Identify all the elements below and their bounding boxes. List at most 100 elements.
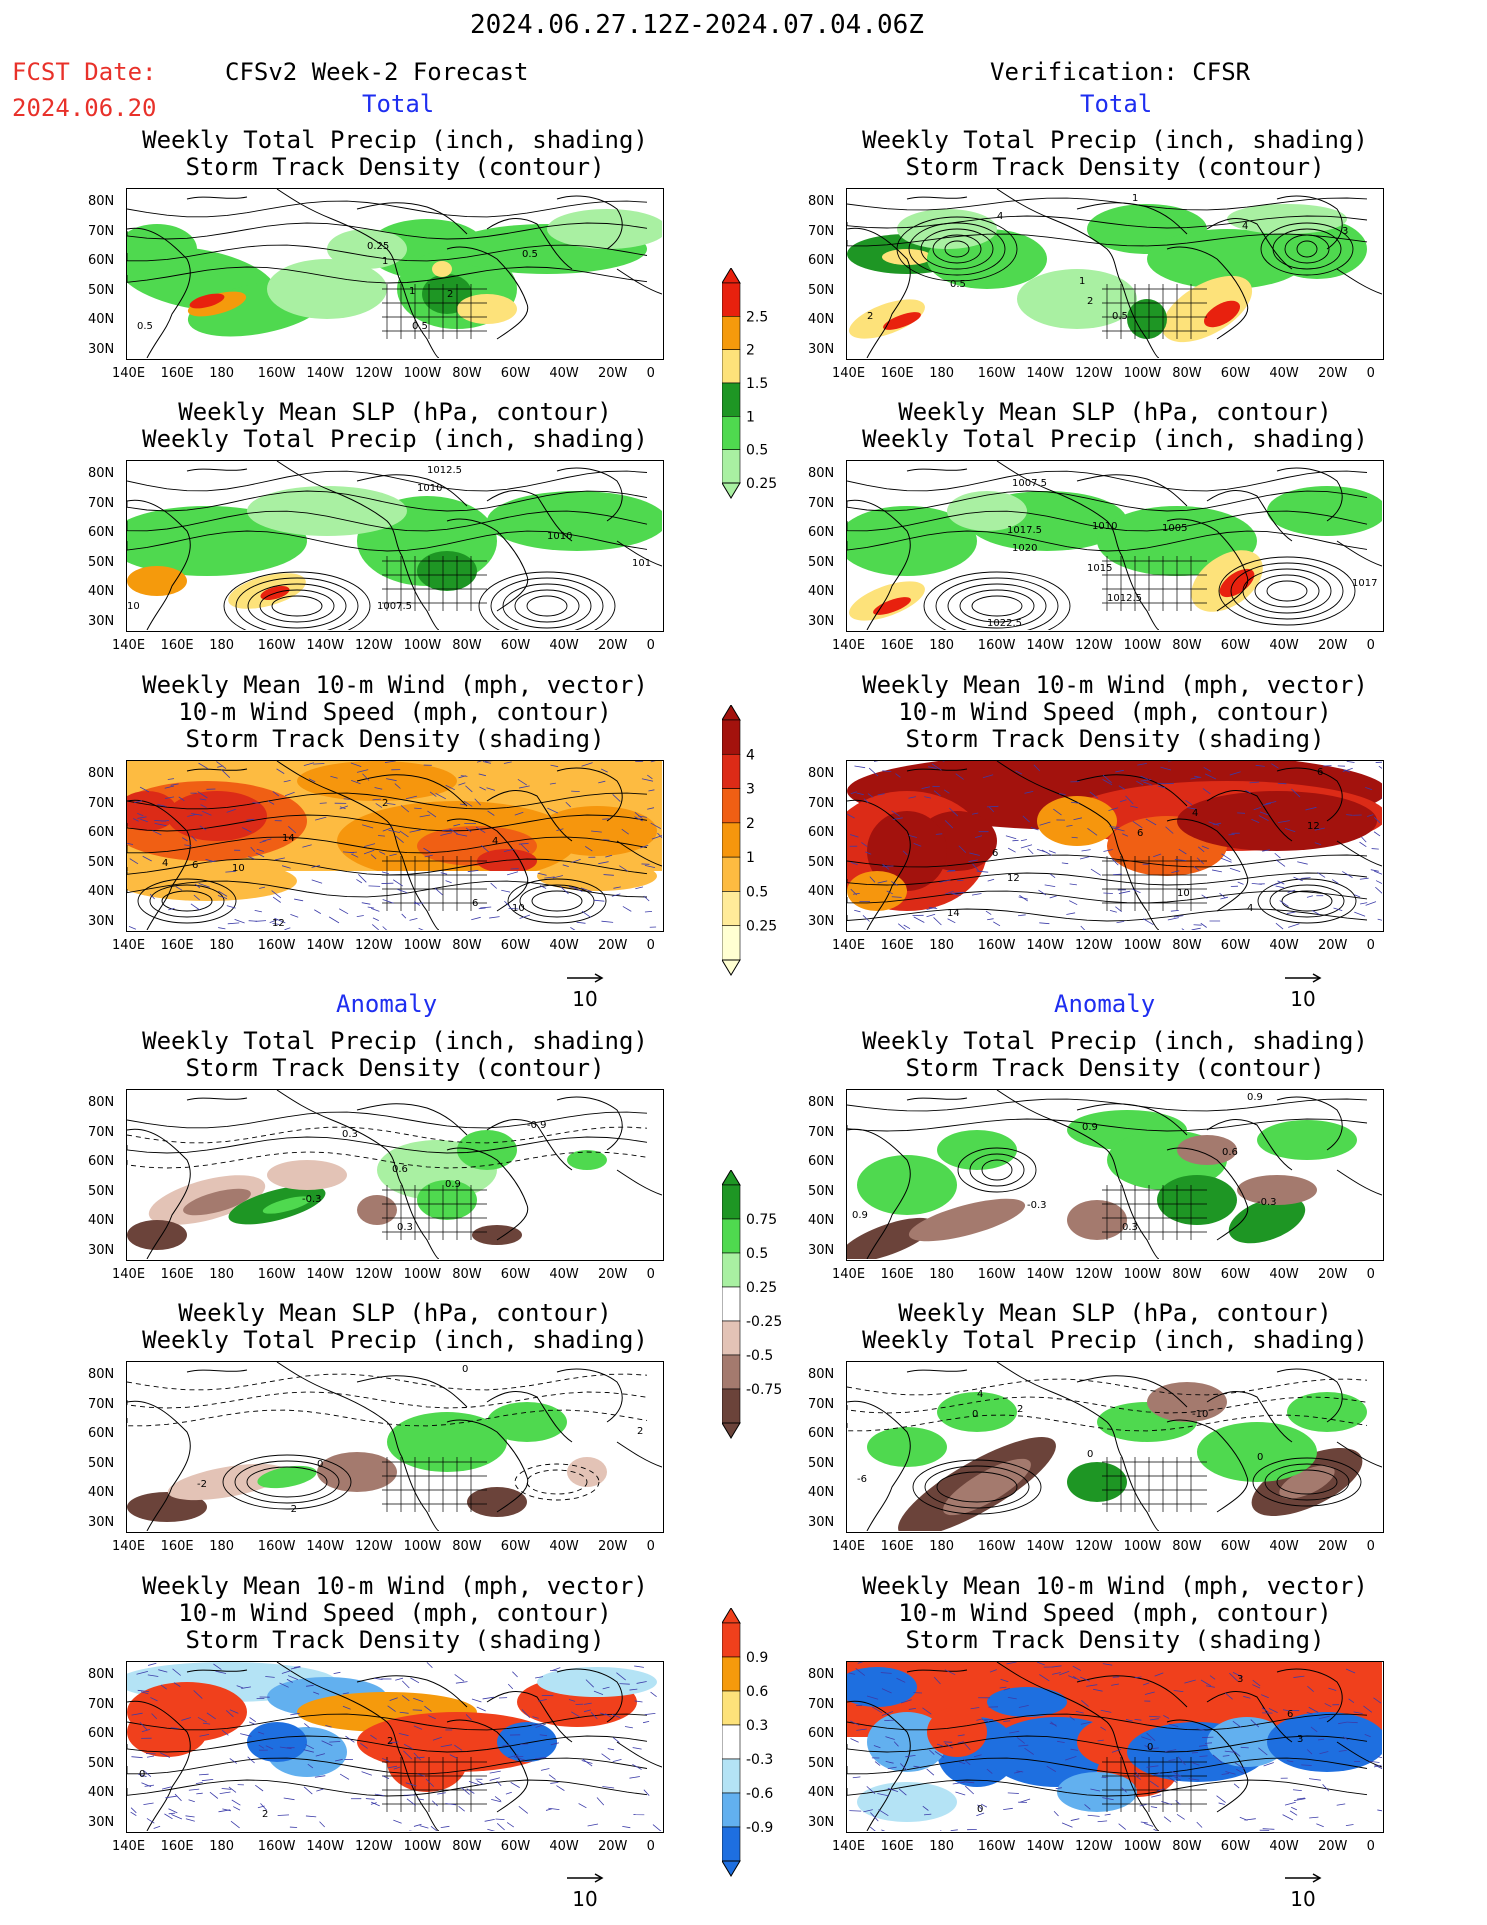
contour-label: 3 — [1297, 1734, 1303, 1745]
lon-tick-label: 120W — [355, 366, 393, 381]
lon-tick-label: 120W — [1075, 1839, 1113, 1854]
lon-tick-label: 160W — [257, 1539, 296, 1554]
contour-label: -2 — [197, 1479, 207, 1490]
contour-label: 1010 — [1092, 521, 1117, 532]
colorbar-canvas: 0.9 0.6 0.3 -0.3 -0.6 -0.9 — [721, 1607, 773, 1877]
lon-tick-label: 20W — [598, 366, 628, 381]
contour-label: 2 — [447, 289, 453, 300]
vector-reference-l6: 10 — [560, 1868, 610, 1911]
lat-tick-label: 30N — [808, 913, 835, 929]
lat-tick-label: 50N — [88, 282, 115, 298]
lon-tick-label: 20W — [1318, 1267, 1348, 1282]
lon-tick-label: 40W — [549, 366, 579, 381]
panel-title-line: Weekly Mean 10-m Wind (mph, vector) — [862, 1572, 1368, 1600]
lon-tick-label: 160W — [257, 938, 296, 953]
contour-label: 0.5 — [950, 279, 966, 290]
contour-label: 1 — [409, 286, 415, 297]
contour-label: 6 — [1317, 767, 1323, 778]
lat-tick-label: 60N — [88, 1426, 115, 1441]
lon-tick-label: 140W — [306, 638, 345, 653]
map-canvas: 0 -2 0 -2 2 — [127, 1362, 662, 1531]
panel-title-line: 10-m Wind Speed (mph, contour) — [898, 1599, 1332, 1627]
lat-tick-label: 40N — [88, 1213, 115, 1228]
colorbar-storm-total: 4 3 2 1 0.5 0.25 — [721, 704, 802, 995]
lat-tick-label: 50N — [808, 554, 835, 570]
vector-reference-r6: 10 — [1278, 1868, 1328, 1911]
lat-tick-label: 50N — [808, 1455, 835, 1471]
arrow-right-icon — [1285, 1873, 1322, 1883]
colorbar-label: 4 — [746, 747, 755, 763]
panel-title-line: Weekly Total Precip (inch, shading) — [142, 425, 648, 453]
lon-tick-label: 120W — [1075, 1267, 1113, 1282]
lat-tick-label: 40N — [808, 1213, 835, 1228]
lon-tick-label: 20W — [598, 1539, 628, 1554]
lat-tick-label: 60N — [88, 253, 115, 268]
lon-tick-label: 20W — [598, 1839, 628, 1854]
lon-tick-label: 20W — [1318, 938, 1348, 953]
map-forecast-total-slp-precip: 1012.5 1010 1010 1007.5 101 10 — [126, 460, 664, 632]
section-total-left: Total — [362, 90, 435, 118]
lon-tick-label: 140E — [832, 1839, 866, 1854]
lon-tick-label: 160W — [977, 1839, 1016, 1854]
lon-tick-label: 60W — [1220, 1267, 1251, 1282]
lon-tick-label: 120W — [355, 638, 393, 653]
colorbar-label: -0.25 — [746, 1314, 782, 1330]
lon-tick-label: 160E — [160, 1839, 194, 1854]
lon-tick-label: 120W — [355, 938, 393, 953]
contour-label: 4 — [1192, 808, 1198, 819]
colorbar-label: 2.5 — [746, 309, 768, 325]
contour-label: 0 — [462, 1364, 468, 1375]
lon-tick-label: 20W — [1318, 1839, 1348, 1854]
lon-tick-label: 140W — [306, 1539, 345, 1554]
lon-tick-label: 160W — [977, 1267, 1016, 1282]
lat-tick-label: 30N — [88, 913, 115, 929]
lon-tick-label: 140W — [1026, 366, 1065, 381]
lon-tick-label: 80W — [452, 1539, 482, 1554]
lat-tick-label: 60N — [88, 1726, 115, 1741]
lon-tick-label: 0 — [1366, 1539, 1375, 1554]
lat-tick-label: 40N — [88, 1785, 115, 1800]
lat-tick-label: 30N — [88, 1242, 115, 1258]
lon-tick-label: 40W — [1269, 1839, 1299, 1854]
lat-tick-label: 30N — [88, 613, 115, 629]
map-forecast-anomaly-slp-precip: 0 -2 0 -2 2 — [126, 1361, 664, 1533]
lon-tick-label: 160W — [257, 1839, 296, 1854]
lon-tick-label: 160W — [977, 938, 1016, 953]
panel-title-r3: Weekly Mean 10-m Wind (mph, vector) 10-m… — [835, 672, 1395, 753]
panel-title-l1: Weekly Total Precip (inch, shading) Stor… — [115, 127, 675, 181]
lon-tick-label: 60W — [1220, 1839, 1251, 1854]
colorbar-canvas: 0.75 0.5 0.25 -0.25 -0.5 -0.75 — [721, 1169, 782, 1439]
colorbar-precip-total: 2.5 2 1.5 1 0.5 0.25 — [721, 267, 802, 528]
lon-tick-label: 80W — [452, 938, 482, 953]
lon-tick-label: 140W — [306, 1267, 345, 1282]
lon-tick-label: 20W — [1318, 366, 1348, 381]
contour-label: 12 — [1007, 873, 1020, 884]
lon-tick-label: 100W — [1123, 366, 1162, 381]
map-canvas: 4 6 10 14 2 4 12 10 6 — [127, 761, 662, 930]
map-canvas: 0.25 1 0.5 2 1 0.5 0.5 — [127, 189, 662, 358]
contour-label: 4 — [162, 858, 168, 869]
panel-title-line: Weekly Mean 10-m Wind (mph, vector) — [142, 671, 648, 699]
lon-tick-label: 80W — [452, 1267, 482, 1282]
contour-label: 0 — [977, 1804, 983, 1815]
contour-label: 1012.5 — [427, 465, 462, 476]
lon-tick-label: 60W — [1220, 638, 1251, 653]
lon-tick-label: 120W — [1075, 638, 1113, 653]
lat-tick-label: 50N — [88, 854, 115, 870]
lon-tick-label: 160E — [880, 1267, 914, 1282]
lon-tick-label: 60W — [500, 1267, 531, 1282]
lon-tick-label: 100W — [403, 938, 442, 953]
colorbar-label: 0.25 — [746, 476, 777, 492]
colorbar-label: 2 — [746, 816, 755, 832]
contour-label: 4 — [977, 1389, 983, 1400]
contour-label: 0.6 — [392, 1164, 408, 1175]
contour-label: 4 — [492, 836, 498, 847]
panel-title-r5: Weekly Mean SLP (hPa, contour) Weekly To… — [835, 1300, 1395, 1354]
lat-tick-label: 80N — [88, 1667, 115, 1682]
lon-tick-label: 80W — [1172, 638, 1202, 653]
contour-label: 1007.5 — [377, 601, 412, 612]
colorbar-label: 1 — [746, 850, 755, 866]
fcst-date-label: FCST Date: — [12, 58, 157, 86]
lon-tick-label: 0 — [646, 938, 655, 953]
contour-label: 0 — [1087, 1449, 1093, 1460]
